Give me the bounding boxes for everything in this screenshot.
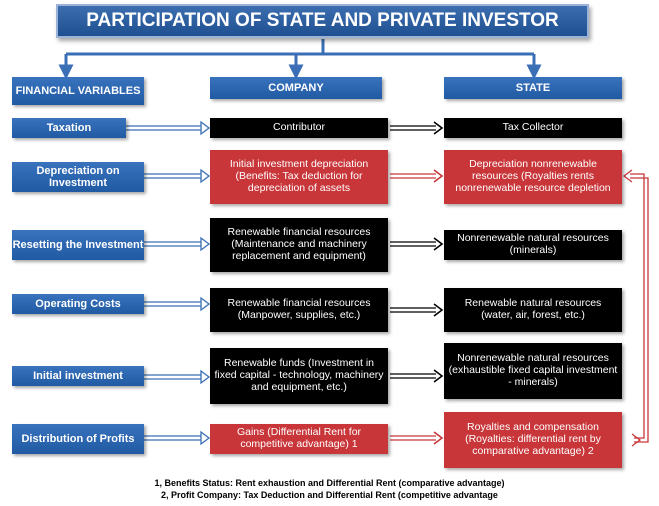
company-operating: Renewable financial resources (Manpower,… (210, 288, 388, 332)
company-distribution: Gains (Differential Rent for competitive… (210, 424, 388, 454)
state-operating: Renewable natural resources (water, air,… (444, 288, 622, 332)
label-operating: Operating Costs (12, 294, 144, 314)
label-to-company-arrows (126, 120, 211, 446)
arrow-taxation (126, 120, 211, 136)
footnote-1: 1, Benefits Status: Rent exhaustion and … (154, 478, 505, 488)
title-branch-arrows (58, 39, 542, 80)
arrow-c2s-operating (390, 303, 444, 317)
arrow-depreciation (144, 168, 211, 184)
arrow-c2s-resetting (390, 237, 444, 251)
footnote-2: 2, Profit Company: Tax Deduction and Dif… (161, 489, 498, 500)
arrow-c2s-initial (390, 369, 444, 383)
label-depreciation: Depreciation on Investment (12, 162, 144, 192)
state-distribution: Royalties and compensation (Royalties: d… (444, 412, 622, 468)
company-resetting: Renewable financial resources (Maintenan… (210, 218, 388, 272)
company-depreciation: Initial investment depreciation (Benefit… (210, 150, 388, 204)
label-initial-investment: Initial investment (12, 366, 144, 386)
state-resetting: Nonrenewable natural resources (minerals… (444, 230, 622, 260)
header-financial-variables: FINANCIAL VARIABLES (12, 77, 144, 105)
red-loop-arrow (622, 169, 649, 447)
diagram-title: PARTICIPATION OF STATE AND PRIVATE INVES… (56, 4, 589, 38)
company-taxation: Contributor (210, 118, 388, 138)
label-resetting: Resetting the Investment (12, 230, 144, 260)
label-taxation: Taxation (12, 118, 126, 138)
state-depreciation: Depreciation nonrenewable resources (Roy… (444, 150, 622, 204)
arrow-distribution (144, 430, 211, 446)
header-state: STATE (444, 77, 622, 99)
arrow-resetting (144, 236, 211, 252)
header-company: COMPANY (210, 77, 382, 99)
arrow-operating (144, 296, 211, 312)
arrow-c2s-depreciation (390, 169, 444, 183)
state-taxation: Tax Collector (444, 118, 622, 138)
company-to-state-arrows (390, 121, 444, 445)
state-initial-investment: Nonrenewable natural resources (exhausti… (444, 343, 622, 399)
label-distribution: Distribution of Profits (12, 424, 144, 454)
arrow-c2s-distribution (390, 431, 444, 445)
company-initial-investment: Renewable funds (Investment in fixed cap… (210, 348, 388, 404)
arrow-initial (144, 369, 211, 385)
footnotes: 1, Benefits Status: Rent exhaustion and … (0, 478, 659, 501)
arrow-c2s-taxation (390, 121, 444, 135)
